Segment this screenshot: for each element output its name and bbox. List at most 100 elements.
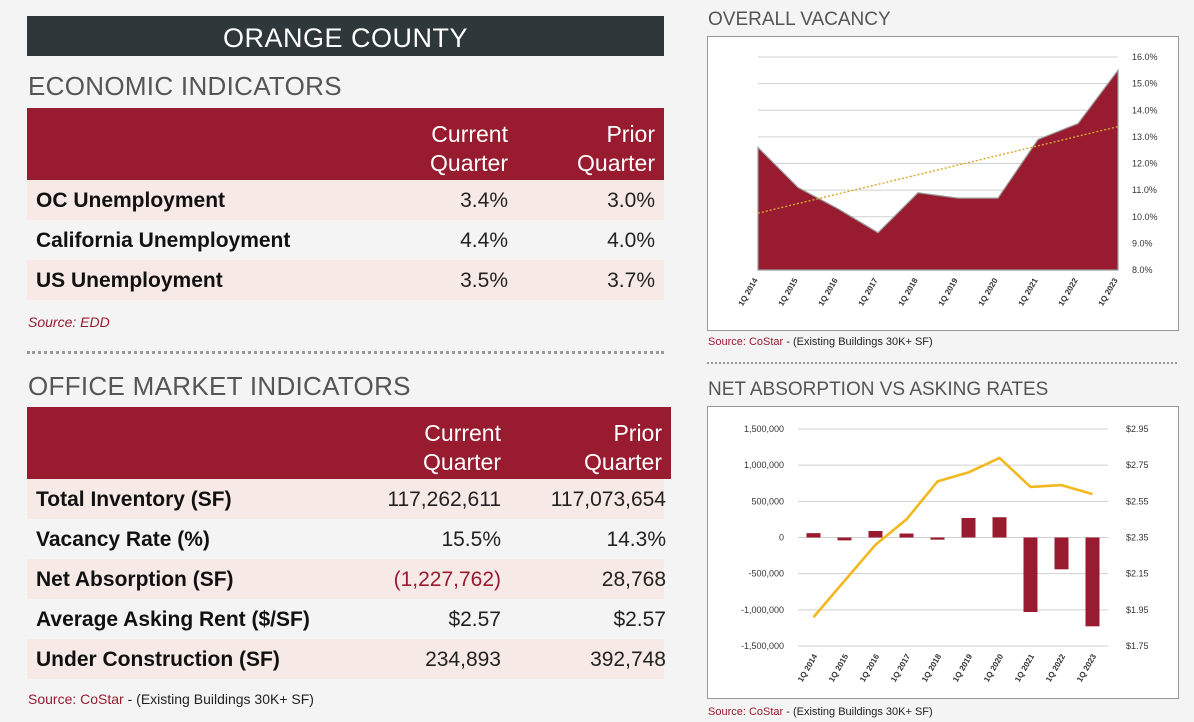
- header-line: Prior: [613, 420, 662, 446]
- absorption-bar: [899, 533, 914, 538]
- chart-divider: [707, 362, 1177, 364]
- row-label: OC Unemployment: [36, 189, 226, 212]
- absorption-chart-box: 1,500,000 $2.95 1,000,000 $2.75 500,000 $2.55…: [707, 406, 1179, 699]
- x-tick-label: 1Q 2018: [897, 276, 920, 308]
- absorption-bar: [961, 517, 976, 538]
- right-y-tick-label: $2.55: [1126, 496, 1149, 506]
- absorption-chart: 1,500,000 $2.95 1,000,000 $2.75 500,000 $2.55…: [741, 424, 1149, 684]
- x-tick-label: 1Q 2015: [827, 652, 850, 684]
- source-name: Source: CoStar: [708, 706, 784, 718]
- vacancy-trendline: [757, 125, 1119, 214]
- right-y-tick-label: $1.95: [1126, 605, 1149, 615]
- absorption-bar: [930, 537, 945, 540]
- row-label: California Unemployment: [36, 229, 291, 252]
- y-tick-label: 15.0%: [1132, 79, 1158, 89]
- header-line: Prior: [606, 121, 655, 147]
- header-line: Current: [431, 121, 508, 147]
- absorption-bar: [992, 517, 1007, 538]
- x-tick-label: 1Q 2022: [1057, 276, 1080, 308]
- office-table-header: Current Quarter Prior Quarter: [27, 407, 671, 479]
- left-y-tick-label: -500,000: [748, 569, 784, 579]
- vacancy-area: [757, 68, 1119, 271]
- absorption-source: Source: CoStar - (Existing Buildings 30K…: [708, 706, 933, 718]
- economic-table-header: Current Quarter Prior Quarter: [27, 108, 664, 180]
- absorption-bar: [1085, 537, 1100, 627]
- y-tick-label: 12.0%: [1132, 159, 1158, 169]
- y-tick-label: 16.0%: [1132, 52, 1158, 62]
- header-line: Quarter: [584, 449, 662, 475]
- x-tick-label: 1Q 2019: [951, 652, 974, 684]
- source-note: - (Existing Buildings 30K+ SF): [783, 336, 933, 348]
- right-y-tick-label: $2.95: [1126, 424, 1149, 434]
- prior-value: $2.57: [613, 608, 666, 631]
- table-row: Vacancy Rate (%) 15.5% 14.3%: [27, 519, 666, 559]
- current-value: 117,262,611: [387, 488, 501, 511]
- prior-value: 3.0%: [607, 189, 655, 212]
- x-tick-label: 1Q 2020: [977, 276, 1000, 308]
- table-row: Under Construction (SF) 234,893 392,748: [27, 639, 666, 679]
- x-tick-label: 1Q 2018: [920, 652, 943, 684]
- table-row: Total Inventory (SF) 117,262,611 117,073…: [27, 479, 666, 519]
- vacancy-chart: 8.0% 9.0% 10.0% 11.0% 12.0% 13.0% 14.0% 15.0% 16…: [737, 52, 1158, 308]
- right-y-tick-label: $2.35: [1126, 533, 1149, 543]
- current-value: 15.5%: [441, 528, 501, 551]
- economic-source: Source: EDD: [28, 314, 110, 330]
- x-tick-label: 1Q 2014: [796, 652, 819, 684]
- source-name: Source: CoStar: [28, 691, 124, 707]
- row-label: Vacancy Rate (%): [36, 528, 210, 551]
- row-label: US Unemployment: [36, 269, 223, 292]
- row-label: Total Inventory (SF): [36, 488, 232, 511]
- prior-quarter-header: Prior Quarter: [577, 120, 655, 178]
- header-line: Quarter: [577, 150, 655, 176]
- x-tick-label: 1Q 2019: [937, 276, 960, 308]
- current-value: 234,893: [425, 648, 501, 671]
- office-table: Current Quarter Prior Quarter Total Inve…: [27, 407, 671, 679]
- source-note: - (Existing Buildings 30K+ SF): [783, 706, 933, 718]
- x-tick-label: 1Q 2015: [777, 276, 800, 308]
- left-y-tick-label: 1,500,000: [744, 424, 784, 434]
- prior-value: 4.0%: [607, 229, 655, 252]
- section-divider: [27, 351, 664, 354]
- office-source: Source: CoStar - (Existing Buildings 30K…: [28, 691, 314, 707]
- absorption-bar: [868, 530, 883, 538]
- current-value: 3.5%: [460, 269, 508, 292]
- y-tick-label: 13.0%: [1132, 132, 1158, 142]
- table-row: US Unemployment 3.5% 3.7%: [27, 260, 664, 300]
- left-y-tick-label: -1,500,000: [741, 641, 784, 651]
- x-tick-label: 1Q 2014: [737, 276, 760, 308]
- x-tick-label: 1Q 2021: [1017, 276, 1040, 308]
- x-tick-label: 1Q 2017: [857, 276, 880, 308]
- source-note: - (Existing Buildings 30K+ SF): [123, 691, 314, 707]
- office-indicators-title: OFFICE MARKET INDICATORS: [28, 371, 411, 401]
- header-line: Quarter: [430, 150, 508, 176]
- asking-rate-line: [812, 456, 1093, 618]
- absorption-bar: [1054, 537, 1069, 570]
- y-tick-label: 9.0%: [1132, 238, 1153, 248]
- left-y-tick-label: 500,000: [751, 496, 784, 506]
- y-tick-label: 10.0%: [1132, 212, 1158, 222]
- left-y-tick-label: -1,000,000: [741, 605, 784, 615]
- prior-quarter-header: Prior Quarter: [584, 419, 662, 477]
- x-tick-label: 1Q 2020: [982, 652, 1005, 684]
- row-label: Net Absorption (SF): [36, 568, 234, 591]
- header-line: Quarter: [423, 449, 501, 475]
- economic-table: Current Quarter Prior Quarter OC Unemplo…: [27, 108, 664, 300]
- row-label: Under Construction (SF): [36, 648, 280, 671]
- x-tick-label: 1Q 2023: [1075, 652, 1098, 684]
- y-tick-label: 8.0%: [1132, 265, 1153, 275]
- prior-value: 28,768: [601, 568, 666, 591]
- current-quarter-header: Current Quarter: [430, 120, 508, 178]
- vacancy-chart-box: 8.0% 9.0% 10.0% 11.0% 12.0% 13.0% 14.0% 15.0% 16…: [707, 36, 1179, 331]
- row-label: Average Asking Rent ($/SF): [36, 608, 310, 631]
- y-tick-label: 11.0%: [1132, 185, 1157, 195]
- economic-indicators-title: ECONOMIC INDICATORS: [28, 71, 342, 101]
- page-banner: ORANGE COUNTY: [27, 16, 664, 56]
- x-tick-label: 1Q 2017: [889, 652, 912, 684]
- y-tick-label: 14.0%: [1132, 105, 1158, 115]
- x-tick-label: 1Q 2016: [858, 652, 881, 684]
- prior-value: 117,073,654: [550, 488, 666, 511]
- table-row: Average Asking Rent ($/SF) $2.57 $2.57: [27, 599, 666, 639]
- prior-value: 14.3%: [606, 528, 666, 551]
- x-tick-label: 1Q 2016: [817, 276, 840, 308]
- absorption-bar: [806, 533, 821, 538]
